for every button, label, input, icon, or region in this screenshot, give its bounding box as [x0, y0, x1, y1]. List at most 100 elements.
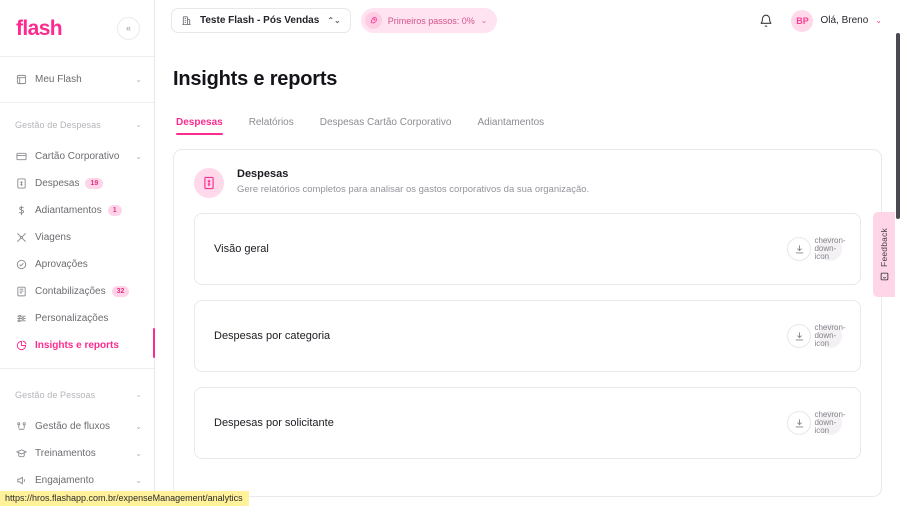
chevron-down-icon: ⌄ — [135, 390, 142, 399]
sidebar-item-label: Engajamento — [35, 475, 94, 486]
user-menu[interactable]: BP Olá, Breno ⌄ — [791, 9, 882, 32]
chevron-down-icon: ⌄ — [480, 16, 488, 25]
onboarding-progress-pill[interactable]: Primeiros passos: 0% ⌄ — [360, 8, 498, 33]
active-indicator-bar — [152, 328, 155, 358]
chevron-down-icon: ⌄ — [135, 475, 142, 485]
sidebar-item-meu-flash[interactable]: Meu Flash ⌄ — [0, 66, 154, 93]
tab-despesas-cartao-corporativo[interactable]: Despesas Cartão Corporativo — [307, 117, 465, 135]
sidebar-item-viagens[interactable]: Viagens — [0, 224, 154, 251]
sidebar-item-label: Meu Flash — [35, 74, 82, 85]
download-icon — [795, 244, 803, 253]
sidebar-item-cartao-corporativo[interactable]: Cartão Corporativo ⌄ — [0, 143, 154, 170]
report-row-despesas-por-categoria[interactable]: Despesas por categoria chevron-down-icon — [194, 300, 861, 372]
sidebar-section-label: Gestão de Despesas — [15, 119, 101, 130]
sidebar-item-aprovacoes[interactable]: Aprovações — [0, 251, 154, 278]
sidebar-spacer-5 — [0, 359, 154, 368]
report-row-visao-geral[interactable]: Visão geral chevron-down-icon — [194, 213, 861, 285]
sidebar-item-despesas[interactable]: Despesas 19 — [0, 170, 154, 197]
topbar-right: BP Olá, Breno ⌄ — [759, 9, 882, 32]
report-row-despesas-por-solicitante[interactable]: Despesas por solicitante chevron-down-ic… — [194, 387, 861, 459]
sidebar-item-contabilizacoes[interactable]: Contabilizações 32 — [0, 278, 154, 305]
feedback-smiley-icon — [880, 272, 889, 281]
flow-icon — [15, 420, 28, 433]
sidebar-item-adiantamentos[interactable]: Adiantamentos 1 — [0, 197, 154, 224]
download-icon — [795, 331, 803, 340]
page-content: Insights e reports Despesas Relatórios D… — [155, 41, 900, 497]
expand-button[interactable]: chevron-down-icon — [814, 411, 846, 435]
download-button[interactable] — [787, 324, 811, 348]
sidebar-spacer-2 — [0, 93, 154, 102]
download-icon — [795, 418, 803, 427]
chevron-down-icon: ⌄ — [135, 448, 142, 458]
sidebar-item-label: Treinamentos — [35, 448, 96, 459]
feedback-tab[interactable]: Feedback — [873, 212, 895, 297]
panel-header: Despesas Gere relatórios completos para … — [194, 166, 861, 198]
tab-adiantamentos[interactable]: Adiantamentos — [464, 117, 557, 135]
sidebar-item-engajamento[interactable]: Engajamento ⌄ — [0, 467, 154, 494]
collapse-chevron-icon: « — [125, 23, 131, 33]
download-button[interactable] — [787, 411, 811, 435]
chevron-down-icon: chevron-down-icon — [814, 236, 846, 261]
sidebar-item-label: Personalizações — [35, 313, 109, 324]
bell-icon[interactable] — [759, 14, 773, 28]
download-button[interactable] — [787, 237, 811, 261]
onboarding-label: Primeiros passos: 0% — [387, 15, 475, 26]
chevron-down-icon: ⌄ — [135, 120, 142, 129]
scrollbar-track[interactable] — [895, 0, 900, 506]
tab-label: Despesas Cartão Corporativo — [319, 117, 452, 128]
sidebar-section-gestao-pessoas[interactable]: Gestão de Pessoas ⌄ — [0, 382, 154, 407]
topbar: Teste Flash - Pós Vendas ⌃⌄ Primeiros pa… — [155, 0, 900, 41]
sidebar-divider-1 — [0, 102, 154, 103]
chevron-down-icon: ⌄ — [875, 16, 882, 25]
pie-chart-icon — [15, 339, 28, 352]
scrollbar-thumb[interactable] — [896, 33, 900, 219]
sidebar-item-insights-e-reports[interactable]: Insights e reports — [0, 328, 155, 359]
report-actions: chevron-down-icon — [787, 237, 846, 261]
sidebar-header: flash « — [0, 0, 154, 56]
sidebar-item-label: Aprovações — [35, 259, 88, 270]
sidebar-item-gestao-de-fluxos[interactable]: Gestão de fluxos ⌄ — [0, 413, 154, 440]
sliders-icon — [15, 312, 28, 325]
graduation-icon — [15, 447, 28, 460]
panel-text: Despesas Gere relatórios completos para … — [237, 168, 589, 195]
company-selector[interactable]: Teste Flash - Pós Vendas ⌃⌄ — [171, 8, 351, 33]
main-content: Teste Flash - Pós Vendas ⌃⌄ Primeiros pa… — [155, 0, 900, 506]
chevron-down-icon: ⌄ — [135, 421, 142, 431]
receipt-money-icon — [194, 168, 224, 198]
airplane-icon — [15, 231, 28, 244]
sidebar-item-personalizacoes[interactable]: Personalizações — [0, 305, 154, 332]
sidebar-item-treinamentos[interactable]: Treinamentos ⌄ — [0, 440, 154, 467]
feedback-label: Feedback — [879, 227, 889, 267]
sidebar-spacer-3 — [0, 103, 154, 112]
avatar: BP — [791, 9, 814, 32]
panel-subtitle: Gere relatórios completos para analisar … — [237, 184, 590, 195]
tab-label: Relatórios — [248, 117, 294, 128]
tab-relatorios[interactable]: Relatórios — [236, 117, 307, 135]
megaphone-icon — [15, 474, 28, 487]
sidebar-spacer-6 — [0, 369, 154, 382]
tab-label: Despesas — [176, 117, 223, 128]
receipt-icon — [15, 177, 28, 190]
sidebar-divider-top — [0, 56, 154, 57]
company-name: Teste Flash - Pós Vendas — [200, 15, 320, 26]
chevron-down-icon: ⌄ — [135, 74, 142, 84]
page-title: Insights e reports — [173, 68, 338, 90]
tab-despesas[interactable]: Despesas — [173, 117, 236, 135]
panel-title: Despesas — [237, 168, 289, 180]
report-actions: chevron-down-icon — [787, 411, 846, 435]
expand-button[interactable]: chevron-down-icon — [814, 324, 846, 348]
check-circle-icon — [15, 258, 28, 271]
sidebar-section-label: Gestão de Pessoas — [15, 389, 96, 400]
sidebar-section-gestao-despesas[interactable]: Gestão de Despesas ⌄ — [0, 112, 154, 137]
chevron-down-icon: chevron-down-icon — [814, 410, 846, 435]
sidebar-collapse-button[interactable]: « — [117, 16, 140, 40]
rocket-icon — [364, 12, 382, 29]
expand-button[interactable]: chevron-down-icon — [814, 237, 846, 261]
sidebar-divider-2 — [0, 368, 154, 369]
sidebar-badge-adiantamentos: 1 — [107, 204, 122, 217]
tab-bar: Despesas Relatórios Despesas Cartão Corp… — [155, 91, 900, 135]
report-actions: chevron-down-icon — [787, 324, 846, 348]
status-bar-url: https://hros.flashapp.com.br/expenseMana… — [0, 491, 249, 506]
sidebar-badge-contabilizacoes: 32 — [111, 285, 130, 298]
app-window-icon — [15, 73, 28, 86]
